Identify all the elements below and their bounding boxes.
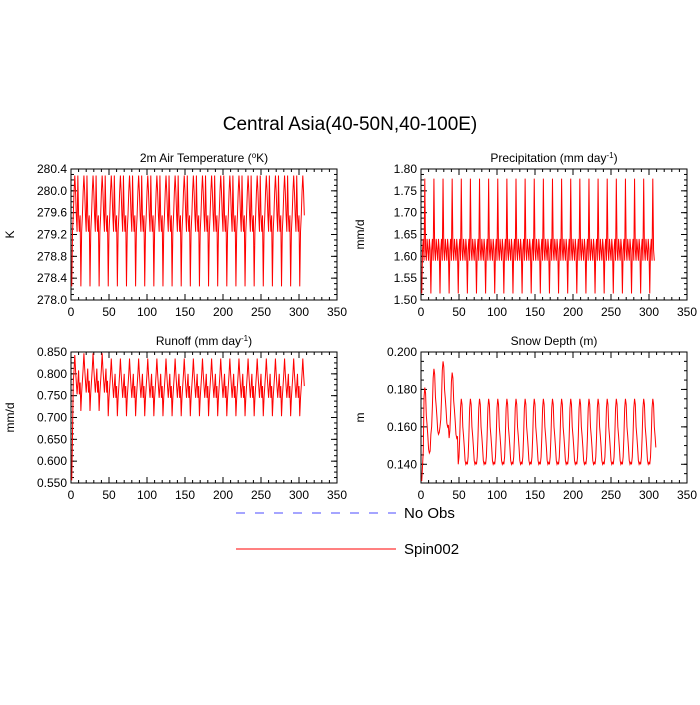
y-tick-label: 1.55 bbox=[394, 271, 418, 285]
y-axis-label: K bbox=[3, 230, 17, 238]
y-tick-label: 279.2 bbox=[37, 228, 67, 242]
x-tick-label: 100 bbox=[487, 488, 507, 502]
x-tick-label: 350 bbox=[327, 305, 347, 319]
panel-title: Precipitation (mm day-1) bbox=[490, 151, 617, 166]
x-tick-label: 50 bbox=[452, 305, 466, 319]
legend-label: Spin002 bbox=[404, 541, 459, 558]
x-tick-label: 150 bbox=[525, 488, 545, 502]
y-tick-label: 278.0 bbox=[37, 293, 67, 307]
y-tick-label: 0.550 bbox=[37, 476, 67, 490]
x-tick-label: 50 bbox=[102, 305, 116, 319]
y-tick-label: 0.140 bbox=[387, 457, 417, 471]
panel-4: Snow Depth (m) m 0 50 100 150 200 250 300 350 0.14… bbox=[353, 334, 697, 502]
y-tick-label: 0.800 bbox=[37, 367, 67, 381]
x-tick-label: 0 bbox=[418, 305, 425, 319]
x-tick-label: 300 bbox=[639, 305, 659, 319]
panel-3: Runoff (mm day-1) mm/d 0 50 100 150 200 250 300 3… bbox=[3, 334, 347, 503]
panel-1: 2m Air Temperature (oK) K 0 50 100 150 200 250 3… bbox=[3, 151, 347, 320]
x-tick-label: 300 bbox=[639, 488, 659, 502]
y-tick-label: 1.80 bbox=[394, 162, 418, 176]
x-tick-label: 100 bbox=[487, 305, 507, 319]
x-tick-label: 200 bbox=[213, 488, 233, 502]
panel-2: Precipitation (mm day-1) mm/d 0 50 100 150 200… bbox=[353, 151, 697, 320]
y-tick-label: 0.850 bbox=[37, 345, 67, 359]
x-tick-label: 300 bbox=[289, 488, 309, 502]
x-tick-label: 150 bbox=[175, 488, 195, 502]
x-tick-label: 100 bbox=[137, 305, 157, 319]
y-tick-label: 278.8 bbox=[37, 249, 67, 263]
x-tick-label: 0 bbox=[418, 488, 425, 502]
series-line-spin002 bbox=[421, 361, 657, 482]
y-tick-label: 0.600 bbox=[37, 454, 67, 468]
y-tick-label: 280.0 bbox=[37, 184, 67, 198]
panel-title: Runoff (mm day-1) bbox=[156, 334, 252, 349]
x-tick-label: 0 bbox=[68, 305, 75, 319]
series-line-spin002 bbox=[71, 175, 305, 287]
x-tick-label: 100 bbox=[137, 488, 157, 502]
y-tick-label: 0.700 bbox=[37, 411, 67, 425]
y-tick-label: 0.650 bbox=[37, 432, 67, 446]
x-tick-label: 50 bbox=[452, 488, 466, 502]
x-tick-label: 150 bbox=[175, 305, 195, 319]
y-tick-label: 0.750 bbox=[37, 389, 67, 403]
x-tick-label: 350 bbox=[327, 488, 347, 502]
x-tick-label: 250 bbox=[251, 305, 271, 319]
x-tick-label: 250 bbox=[601, 305, 621, 319]
x-tick-label: 300 bbox=[289, 305, 309, 319]
x-tick-label: 200 bbox=[563, 488, 583, 502]
series-line-spin002 bbox=[421, 178, 655, 294]
y-tick-label: 1.60 bbox=[394, 249, 418, 263]
x-tick-label: 250 bbox=[601, 488, 621, 502]
y-tick-label: 1.50 bbox=[394, 293, 418, 307]
series-line-spin002 bbox=[71, 353, 305, 481]
y-axis-label: mm/d bbox=[353, 220, 367, 250]
legend-label: No Obs bbox=[404, 505, 455, 522]
figure-title: Central Asia(40-50N,40-100E) bbox=[222, 114, 478, 135]
y-tick-label: 278.4 bbox=[37, 271, 67, 285]
x-tick-label: 150 bbox=[525, 305, 545, 319]
panel-title: 2m Air Temperature (oK) bbox=[140, 151, 268, 166]
y-tick-label: 279.6 bbox=[37, 206, 67, 220]
x-tick-label: 50 bbox=[102, 488, 116, 502]
y-tick-label: 1.75 bbox=[394, 184, 418, 198]
y-tick-label: 0.200 bbox=[387, 345, 417, 359]
x-tick-label: 200 bbox=[213, 305, 233, 319]
y-tick-label: 0.180 bbox=[387, 382, 417, 396]
x-tick-label: 0 bbox=[68, 488, 75, 502]
y-axis-label: mm/d bbox=[3, 403, 17, 433]
x-tick-label: 350 bbox=[677, 305, 697, 319]
x-tick-label: 250 bbox=[251, 488, 271, 502]
panel-title: Snow Depth (m) bbox=[511, 334, 598, 348]
y-axis-label: m bbox=[353, 413, 367, 423]
y-tick-label: 0.160 bbox=[387, 420, 417, 434]
legend: No Obs Spin002 bbox=[236, 505, 459, 558]
x-tick-label: 200 bbox=[563, 305, 583, 319]
y-tick-label: 1.70 bbox=[394, 206, 418, 220]
x-tick-label: 350 bbox=[677, 488, 697, 502]
y-tick-label: 1.65 bbox=[394, 228, 418, 242]
y-tick-label: 280.4 bbox=[37, 162, 67, 176]
